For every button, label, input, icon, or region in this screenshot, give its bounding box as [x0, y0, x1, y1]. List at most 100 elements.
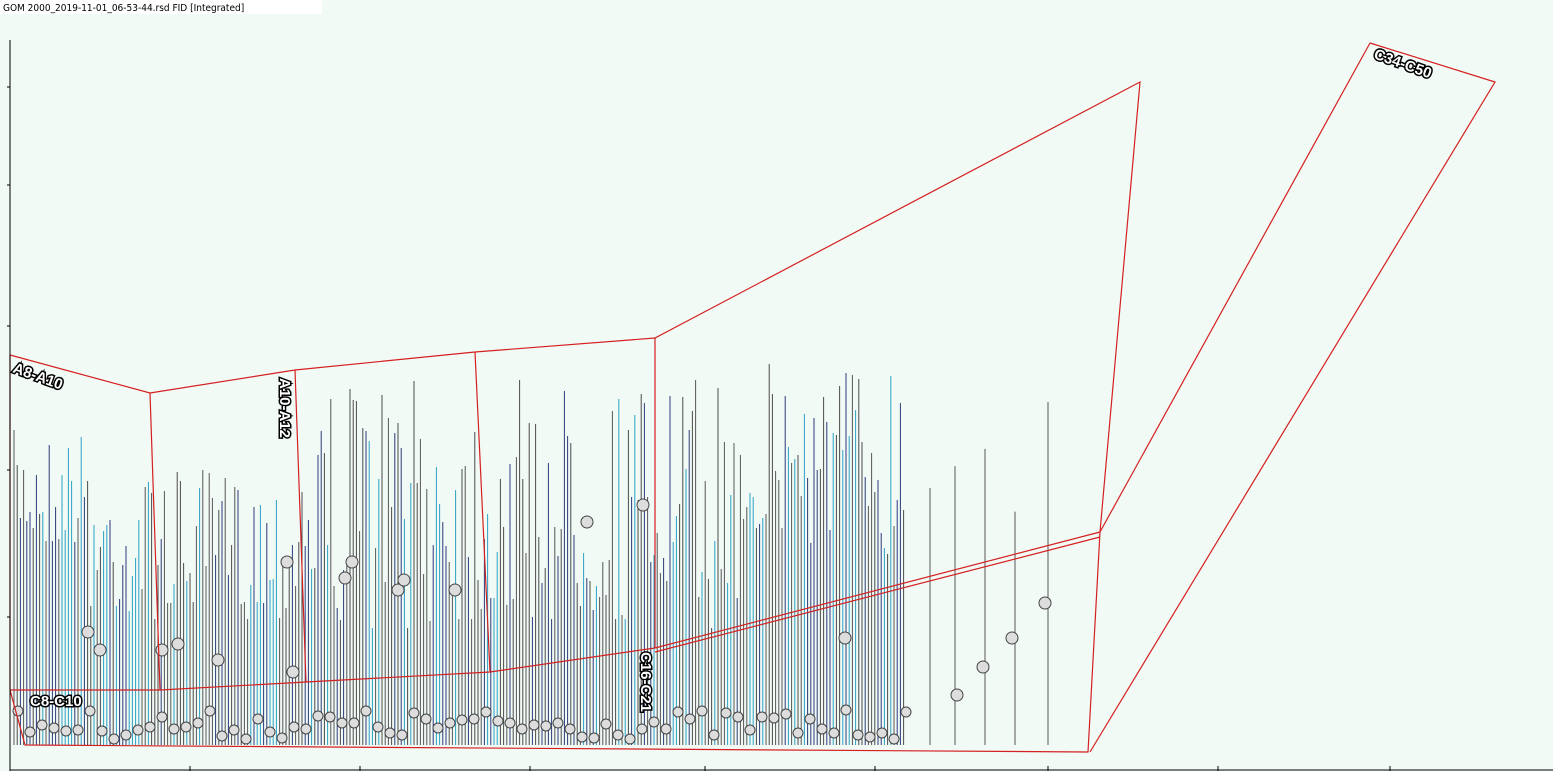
peak-marker	[300, 723, 312, 735]
peak-marker	[612, 729, 624, 741]
peak-marker	[552, 717, 564, 729]
peak-marker	[36, 719, 48, 731]
peak-marker	[838, 631, 852, 645]
region-divider	[10, 531, 1101, 691]
peak-marker	[180, 721, 192, 733]
peak-marker	[397, 573, 411, 587]
peak-marker	[338, 571, 352, 585]
peak-marker	[684, 713, 696, 725]
peak-marker	[744, 724, 756, 736]
peak-marker	[168, 723, 180, 735]
peak-marker	[120, 729, 132, 741]
region-divider	[654, 536, 1101, 653]
peak-marker	[276, 732, 288, 744]
peak-marker	[252, 713, 264, 725]
peak-marker	[504, 717, 516, 729]
peak-marker	[171, 637, 185, 651]
peak-marker	[468, 713, 480, 725]
peak-marker	[768, 712, 780, 724]
peak-marker	[864, 731, 876, 743]
peak-marker	[348, 717, 360, 729]
region-label: A10-A12	[276, 378, 293, 438]
peak-marker	[580, 515, 594, 529]
peak-marker	[211, 653, 225, 667]
peak-marker	[840, 704, 852, 716]
peak-marker	[72, 724, 84, 736]
peak-marker	[516, 723, 528, 735]
region-divider	[149, 392, 161, 691]
peak-marker	[600, 718, 612, 730]
region-outline	[9, 80, 1141, 753]
peak-marker	[312, 710, 324, 722]
peak-marker	[228, 724, 240, 736]
peak-marker	[950, 688, 964, 702]
peak-marker	[624, 733, 636, 745]
peak-marker	[372, 721, 384, 733]
peak-marker	[480, 706, 492, 718]
peak-marker	[528, 719, 540, 731]
peak-marker	[48, 722, 60, 734]
peak-marker	[264, 726, 276, 738]
peak-marker	[240, 733, 252, 745]
peak-marker	[286, 665, 300, 679]
region-outline	[1089, 42, 1496, 753]
peak-marker	[448, 583, 462, 597]
peak-marker	[576, 731, 588, 743]
peak-marker	[155, 643, 169, 657]
peak-marker	[60, 725, 72, 737]
peak-marker	[540, 720, 552, 732]
peak-marker	[888, 733, 900, 745]
peak-marker	[636, 723, 648, 735]
peak-marker	[852, 729, 864, 741]
peak-marker	[756, 711, 768, 723]
peak-marker	[816, 723, 828, 735]
peak-marker	[336, 717, 348, 729]
peak-marker	[492, 715, 504, 727]
peak-marker	[156, 711, 168, 723]
peak-marker	[828, 727, 840, 739]
peak-marker	[345, 555, 359, 569]
peak-marker	[444, 717, 456, 729]
peak-marker	[1038, 596, 1052, 610]
peak-marker	[288, 721, 300, 733]
peak-marker	[24, 726, 36, 738]
peak-marker	[84, 705, 96, 717]
peaks	[12, 364, 1391, 771]
title-bar	[0, 0, 322, 14]
peak-marker	[192, 717, 204, 729]
peak-marker	[636, 498, 650, 512]
peak-marker	[132, 724, 144, 736]
peak-marker	[96, 725, 108, 737]
peak-marker	[1005, 631, 1019, 645]
peak-marker	[900, 706, 912, 718]
peak-marker	[384, 727, 396, 739]
region-outlines	[9, 42, 1496, 753]
peak-marker	[108, 733, 120, 745]
peak-marker	[324, 711, 336, 723]
peak-marker	[648, 716, 660, 728]
peak-marker	[432, 722, 444, 734]
peak-marker	[93, 643, 107, 657]
region-label: C8-C10	[30, 693, 82, 710]
peak-marker	[216, 730, 228, 742]
peak-marker	[396, 729, 408, 741]
region-divider	[474, 351, 491, 673]
peak-marker	[420, 713, 432, 725]
peak-marker	[144, 721, 156, 733]
peak-marker	[708, 729, 720, 741]
peak-marker	[804, 713, 816, 725]
peak-marker	[204, 705, 216, 717]
peak-marker	[360, 705, 372, 717]
peak-marker	[720, 707, 732, 719]
peak-marker	[732, 711, 744, 723]
window-title: GOM 2000_2019-11-01_06-53-44.rsd FID [In…	[3, 3, 244, 14]
peak-marker	[672, 706, 684, 718]
peak-marker	[876, 727, 888, 739]
peak-marker	[696, 705, 708, 717]
peak-marker	[280, 555, 294, 569]
peak-marker	[391, 583, 405, 597]
axes	[7, 40, 1553, 771]
